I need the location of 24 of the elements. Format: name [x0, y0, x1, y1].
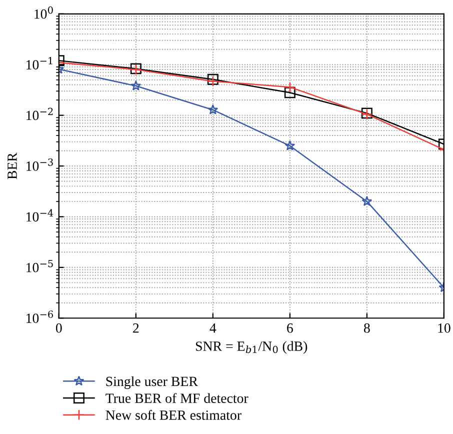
y-tick-label: 10$^{−6}$	[26, 310, 54, 323]
y-tick-label: 10$^{−3}$	[26, 158, 53, 171]
legend-label: Single user BER	[106, 376, 198, 389]
point	[284, 140, 296, 150]
point	[284, 87, 296, 98]
point	[284, 82, 296, 93]
point	[208, 104, 218, 114]
x-tick-label: 8	[364, 323, 370, 333]
x-tick-label: 2	[133, 323, 139, 333]
x-tick-label: 0	[56, 323, 62, 333]
x-tick-label: 4	[210, 323, 216, 333]
y-tick-label: 10$^{−1}$	[26, 57, 52, 70]
point	[362, 196, 372, 206]
point	[130, 80, 142, 90]
x-axis-title: SNR = E$_{b1}$/N$_{0}$ (dB)	[196, 341, 308, 354]
legend-label: New soft BER estimator	[106, 410, 242, 420]
y-axis-title: BER	[8, 152, 17, 180]
y-tick-label: 10$^{−4}$	[26, 209, 54, 222]
x-tick-label: 10	[438, 323, 450, 333]
legend-label: True BER of MF detector	[106, 393, 248, 403]
x-tick-label: 6	[287, 323, 293, 333]
y-tick-label: 10$^{0}$	[34, 6, 53, 19]
y-tick-label: 10$^{−2}$	[26, 108, 53, 120]
y-tick-label: 10$^{−5}$	[26, 260, 53, 272]
